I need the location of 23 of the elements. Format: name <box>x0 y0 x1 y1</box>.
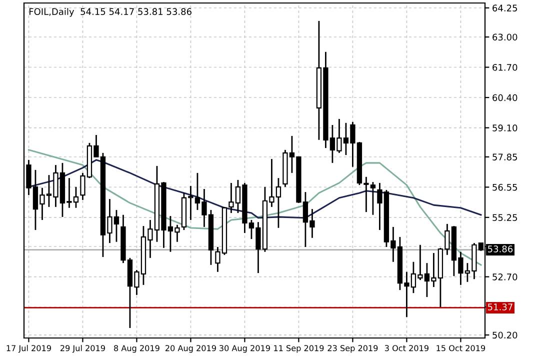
y-tick-label: 56.55 <box>492 184 517 191</box>
x-tick-label: 11 Sep 2019 <box>274 345 324 353</box>
y-tick-label: 61.70 <box>492 64 518 71</box>
x-tick-label: 30 Aug 2019 <box>220 345 270 353</box>
y-tick-label: 60.40 <box>492 94 518 102</box>
x-tick-label: 20 Aug 2019 <box>166 345 216 353</box>
y-tick-label: 59.10 <box>492 124 518 132</box>
y-tick-label: 52.70 <box>492 274 518 280</box>
x-tick-label: 8 Aug 2019 <box>114 345 160 353</box>
y-tick-label: 55.25 <box>492 214 517 221</box>
x-tick-label: 29 Jul 2019 <box>60 344 105 353</box>
x-tick-label: 15 Oct 2019 <box>436 345 486 352</box>
ref-line-label: 51.37 <box>488 304 512 310</box>
x-tick-label: 17 Jul 2019 <box>6 344 51 353</box>
text: FOIL,Daily 54.15 54.17 53.81 53.86 <box>29 8 192 17</box>
y-tick-label: 63.00 <box>492 34 518 41</box>
line-series <box>28 149 482 266</box>
y-tick-label: 50.20 <box>492 332 518 339</box>
y-tick-label: 57.85 <box>492 154 517 160</box>
x-tick-label: 23 Sep 2019 <box>328 345 378 353</box>
ref-line-label: 53.86 <box>488 246 513 252</box>
y-tick-label: 64.25 <box>492 4 517 12</box>
x-tick-label: 3 Oct 2019 <box>384 345 428 352</box>
